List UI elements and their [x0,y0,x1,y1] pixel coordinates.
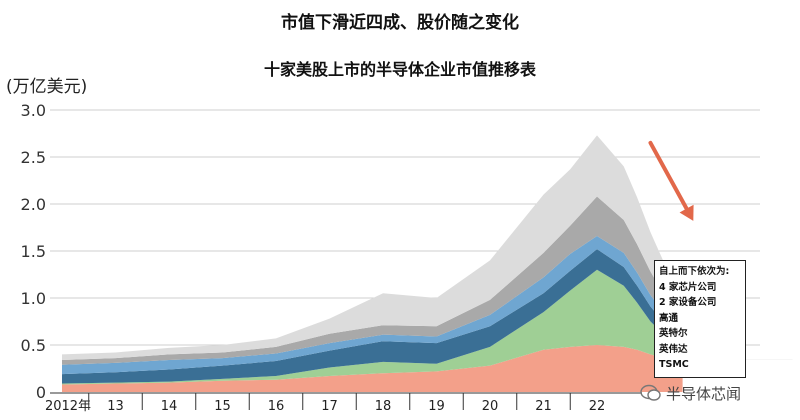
legend-item-tsmc: TSMC [659,359,689,370]
chart-legend: 自上而下依次为: 4 家芯片公司 2 家设备公司 高通 英特尔 英伟达 TSMC [654,260,746,378]
x-tick-label: 2012年 [45,399,91,414]
x-tick-label: 13 [107,399,124,414]
area-series-5 [62,135,683,361]
legend-header: 自上而下依次为: [659,266,730,277]
legend-item-qualcomm: 高通 [659,312,679,324]
y-tick-label: 0.5 [21,336,46,355]
area-series-4 [62,196,683,365]
y-tick-label: 1.5 [21,242,46,261]
axis-layer: 2012年 13 14 15 16 17 18 19 20 21 22 [45,392,642,419]
y-tick-label: 2.0 [21,195,46,214]
x-tick-label: 21 [535,399,552,414]
trend-arrow-head [679,204,694,221]
x-tick-label: 14 [161,399,178,414]
watermark: 半导体芯闻 [640,380,741,406]
y-tick-label: 1.0 [21,289,46,308]
area-series-1 [62,269,683,385]
y-tick-label: 0 [36,383,46,402]
annotation-layer [648,140,694,221]
grid-layer: 0 0.5 1.0 1.5 2.0 2.5 3.0 [21,101,760,402]
x-tick-label: 16 [268,399,285,414]
x-tick-label: 18 [375,399,392,414]
y-tick-label: 2.5 [21,148,46,167]
legend-item-two-equipment: 2 家设备公司 [659,297,717,308]
area-series-2 [62,249,683,384]
y-tick-label: 3.0 [21,101,46,120]
legend-item-intel: 英特尔 [659,328,688,339]
x-tick-label: 22 [589,399,606,414]
trend-arrow-shaft [648,140,689,211]
watermark-text: 半导体芯闻 [666,384,742,403]
chart-subtitle: 十家美股上市的半导体企业市值推移表 [263,60,536,79]
x-tick-label: 19 [428,399,445,414]
legend-item-four-chip: 4 家芯片公司 [659,281,717,293]
x-tick-label: 17 [321,399,338,414]
y-axis-unit-label: (万亿美元) [6,77,88,97]
legend-item-nvidia: 英伟达 [659,343,688,355]
x-axis-band [50,393,642,419]
x-tick-label: 15 [214,399,231,414]
area-series-0 [62,345,683,392]
chat-bubble-icon [640,384,661,401]
chart-title: 市值下滑近四成、股价随之变化 [281,13,519,33]
x-tick-label: 20 [482,399,499,414]
